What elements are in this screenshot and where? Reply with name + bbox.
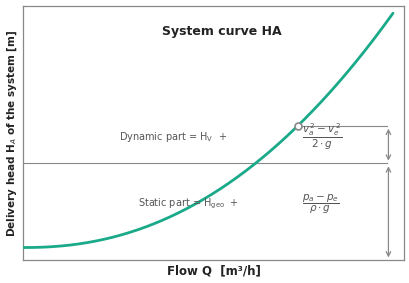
Text: Static part = H$_\mathregular{geo}$  +: Static part = H$_\mathregular{geo}$ + — [137, 197, 238, 211]
Text: System curve HA: System curve HA — [161, 25, 281, 38]
Y-axis label: Delivery head H$_A$ of the system [m]: Delivery head H$_A$ of the system [m] — [6, 29, 19, 237]
X-axis label: Flow Q  [m³/h]: Flow Q [m³/h] — [166, 264, 260, 277]
Text: $\dfrac{v_a^{\,2} - v_e^{\,2}}{2 \cdot g}$: $\dfrac{v_a^{\,2} - v_e^{\,2}}{2 \cdot g… — [301, 122, 341, 152]
Text: Dynamic part = H$_\mathregular{V}$  +: Dynamic part = H$_\mathregular{V}$ + — [118, 130, 226, 144]
Text: $\dfrac{p_a - p_e}{\rho \cdot g}$: $\dfrac{p_a - p_e}{\rho \cdot g}$ — [301, 193, 338, 216]
